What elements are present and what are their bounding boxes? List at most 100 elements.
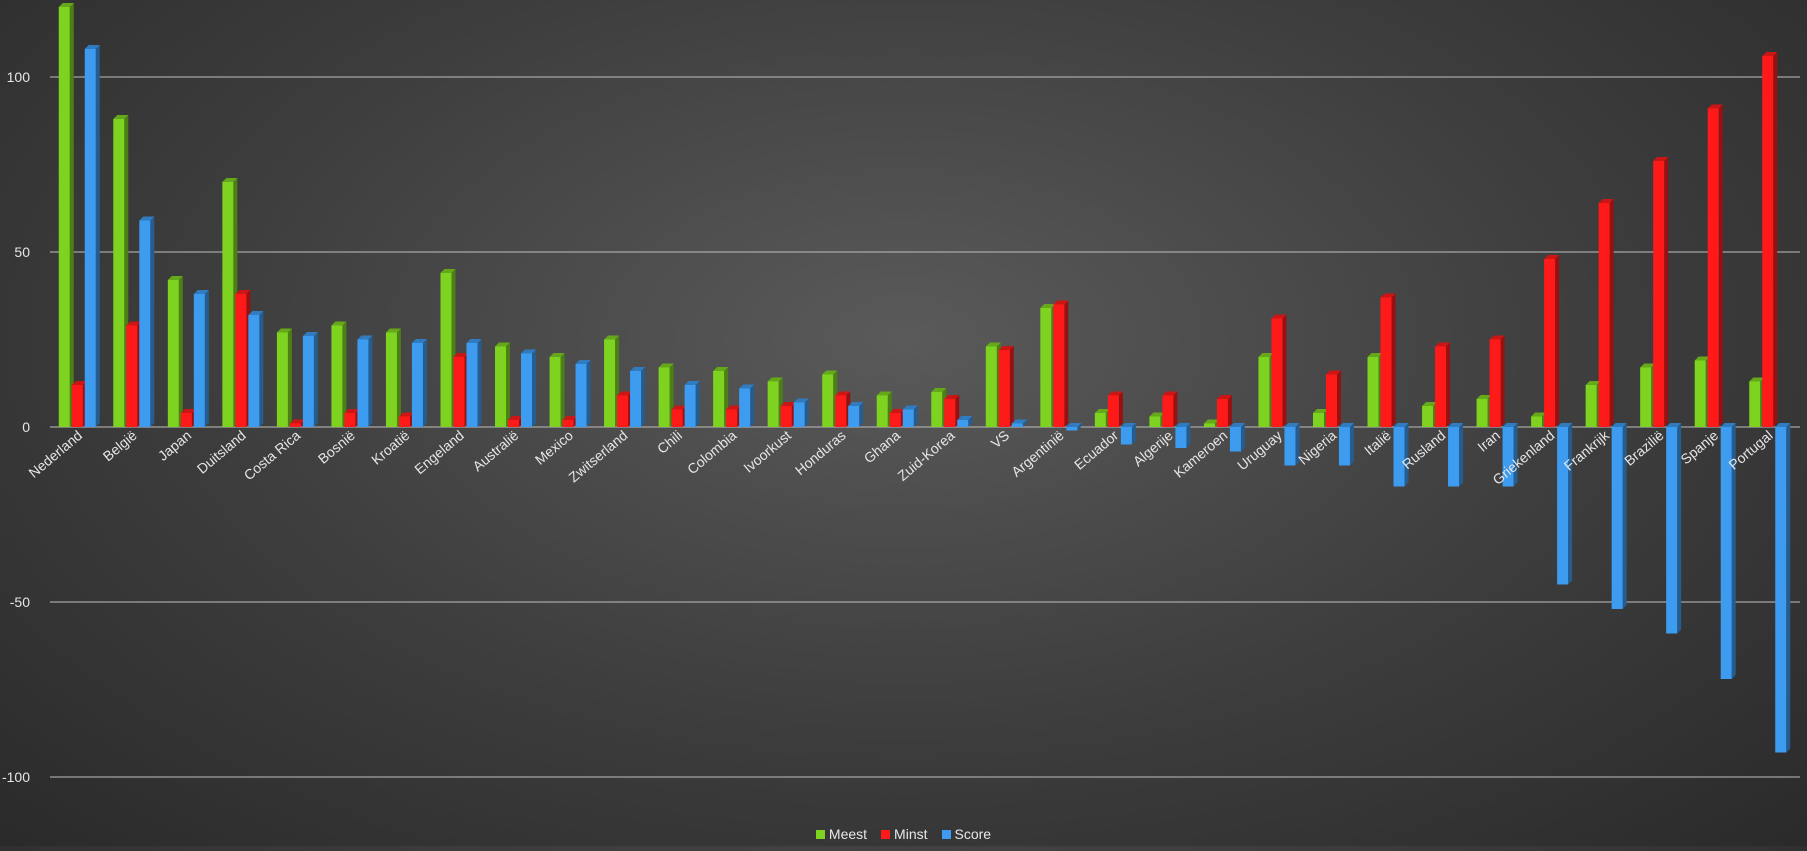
x-tick-label: Iran bbox=[1474, 427, 1503, 455]
legend-item-score: Score bbox=[941, 826, 992, 842]
bar-meest bbox=[276, 328, 292, 427]
bar-meest bbox=[222, 178, 238, 427]
bar-minst bbox=[1325, 370, 1341, 427]
bar-meest bbox=[1749, 377, 1765, 427]
legend-label-score: Score bbox=[954, 826, 992, 842]
y-tick-label: -50 bbox=[10, 594, 30, 610]
bar-minst bbox=[1598, 199, 1614, 427]
x-tick-label: Ecuador bbox=[1071, 427, 1121, 473]
bar-score bbox=[302, 332, 318, 427]
bar-meest bbox=[113, 115, 129, 427]
x-tick-label: Nigeria bbox=[1295, 427, 1339, 468]
bar-meest bbox=[604, 335, 620, 427]
bar-score bbox=[1720, 423, 1736, 679]
x-tick-label: Japan bbox=[155, 427, 195, 464]
x-tick-label: Colombia bbox=[684, 427, 740, 477]
x-tick-label: Engeland bbox=[411, 427, 467, 477]
bar-score bbox=[1666, 423, 1682, 634]
bar-minst bbox=[835, 391, 851, 427]
bar-meest bbox=[1203, 419, 1219, 427]
legend-swatch-minst bbox=[881, 829, 891, 839]
legend-swatch-score bbox=[941, 829, 951, 839]
x-tick-label: Brazilië bbox=[1621, 427, 1667, 469]
bar-score bbox=[957, 416, 973, 427]
bar-minst bbox=[1544, 255, 1560, 427]
y-tick-label: 0 bbox=[22, 419, 30, 435]
bar-minst bbox=[71, 381, 87, 427]
x-tick-label: Bosnië bbox=[315, 427, 358, 467]
bar-score bbox=[1284, 423, 1300, 466]
bar-minst bbox=[1762, 52, 1778, 427]
bar-score bbox=[357, 335, 373, 427]
bar-meest bbox=[1312, 409, 1328, 427]
bars bbox=[58, 3, 1791, 753]
bar-score bbox=[466, 339, 482, 427]
bar-score bbox=[575, 360, 591, 427]
x-tick-label: Honduras bbox=[792, 427, 849, 478]
bar-minst bbox=[1053, 300, 1069, 427]
bar-score bbox=[84, 45, 100, 427]
bar-meest bbox=[985, 342, 1001, 427]
y-tick-label: -100 bbox=[2, 769, 30, 785]
bar-score bbox=[848, 402, 864, 427]
bar-minst bbox=[235, 290, 251, 427]
x-tick-label: Zwitserland bbox=[565, 427, 630, 485]
bar-minst bbox=[1653, 157, 1669, 427]
bar-minst bbox=[944, 395, 960, 427]
x-tick-label: Duitsland bbox=[194, 427, 249, 477]
bar-meest bbox=[331, 321, 347, 427]
bar-score bbox=[248, 311, 264, 427]
x-tick-label: Italië bbox=[1361, 427, 1394, 458]
bar-meest bbox=[167, 276, 183, 427]
bar-minst bbox=[289, 419, 305, 427]
bar-score bbox=[1502, 423, 1518, 487]
bar-meest bbox=[440, 269, 456, 427]
bar-meest bbox=[931, 388, 947, 427]
bar-meest bbox=[1258, 353, 1274, 427]
bar-meest bbox=[1640, 363, 1656, 427]
y-axis-labels: 100 50 0 -50 -100 bbox=[2, 69, 30, 785]
x-tick-label: Ivoorkust bbox=[740, 427, 794, 476]
bar-score bbox=[1175, 423, 1191, 448]
x-tick-label: Zuid-Korea bbox=[894, 427, 958, 484]
bar-minst bbox=[1380, 293, 1396, 427]
legend-label-minst: Minst bbox=[894, 826, 928, 842]
bar-minst bbox=[508, 416, 524, 427]
bar-meest bbox=[1149, 412, 1165, 427]
bar-minst bbox=[180, 409, 196, 427]
bar-score bbox=[684, 381, 700, 427]
bar-score bbox=[1775, 423, 1791, 753]
bar-score bbox=[902, 405, 918, 427]
bar-minst bbox=[398, 412, 414, 427]
legend-item-meest: Meest bbox=[815, 826, 867, 842]
bar-minst bbox=[889, 409, 905, 427]
legend-swatch-meest bbox=[815, 829, 825, 839]
x-tick-label: Chili bbox=[654, 427, 685, 457]
bar-score bbox=[1229, 423, 1245, 452]
bar-meest bbox=[876, 391, 892, 427]
bar-meest bbox=[1585, 381, 1601, 427]
bar-score bbox=[139, 216, 155, 427]
bar-meest bbox=[495, 342, 511, 427]
bar-score bbox=[1120, 423, 1136, 445]
x-tick-label: Kroatië bbox=[368, 427, 412, 468]
bar-meest bbox=[713, 367, 729, 427]
bar-minst bbox=[1216, 395, 1232, 427]
bar-meest bbox=[1476, 395, 1492, 427]
bar-meest bbox=[549, 353, 565, 427]
x-tick-label: Mexico bbox=[532, 427, 576, 468]
bar-score bbox=[1011, 419, 1027, 427]
bar-score bbox=[1557, 423, 1573, 585]
bar-meest bbox=[658, 363, 674, 427]
bar-minst bbox=[1435, 342, 1451, 427]
bar-minst bbox=[126, 321, 142, 427]
bar-minst bbox=[726, 405, 742, 427]
bar-score bbox=[1066, 423, 1082, 431]
bar-meest bbox=[1367, 353, 1383, 427]
bar-meest bbox=[1094, 409, 1110, 427]
bar-score bbox=[193, 290, 209, 427]
bar-score bbox=[1448, 423, 1464, 487]
bar-score bbox=[739, 384, 755, 427]
